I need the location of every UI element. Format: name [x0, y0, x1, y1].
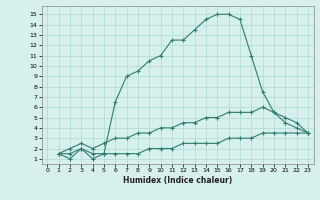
X-axis label: Humidex (Indice chaleur): Humidex (Indice chaleur) [123, 176, 232, 185]
